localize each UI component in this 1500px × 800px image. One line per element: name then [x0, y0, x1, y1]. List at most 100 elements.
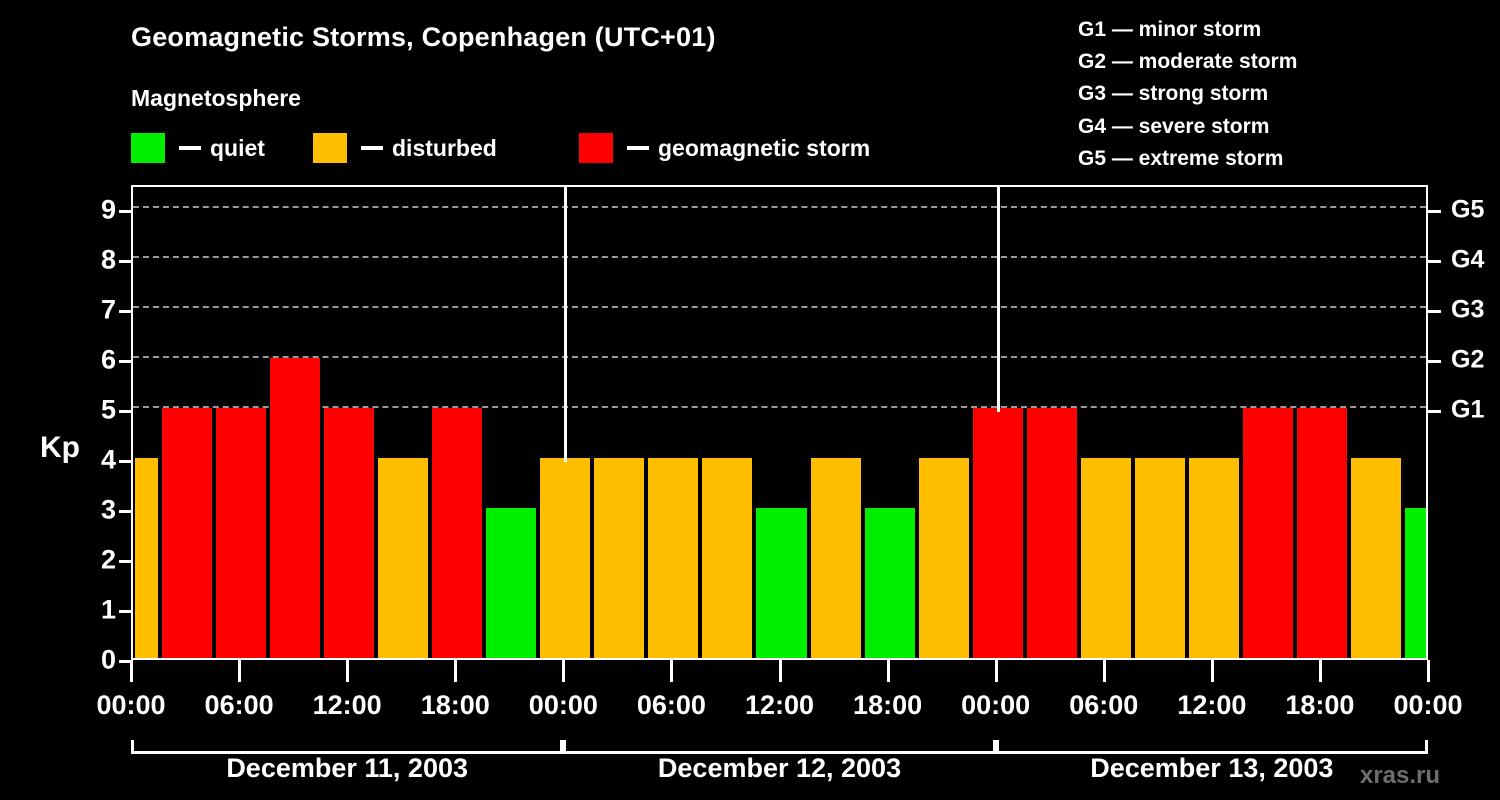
- legend-label-disturbed: disturbed: [392, 134, 497, 161]
- right-tick-label-G5: G5: [1451, 195, 1485, 224]
- g-scale-line-3: G3 — strong storm: [1078, 82, 1269, 106]
- bar-kp-13: [810, 458, 861, 658]
- x-tick-0: [130, 660, 133, 682]
- legend-dash-icon: [179, 146, 201, 150]
- bar-kp-0: [135, 458, 159, 658]
- y-tick-5: [119, 410, 131, 413]
- y-tick-label-2: 2: [100, 544, 116, 575]
- bar-kp-20: [1188, 458, 1239, 658]
- bar-kp-5: [378, 458, 429, 658]
- bar-kp-19: [1134, 458, 1185, 658]
- y-tick-label-3: 3: [100, 494, 116, 525]
- bar-kp-23: [1350, 458, 1401, 658]
- legend-swatch-disturbed: [313, 133, 347, 163]
- x-tick-7: [886, 660, 890, 682]
- y-tick-2: [119, 560, 131, 563]
- bar-kp-17: [1026, 408, 1077, 658]
- watermark: xras.ru: [1359, 762, 1441, 789]
- x-tick-label-4: 00:00: [528, 690, 598, 720]
- legend-label-quiet: quiet: [210, 134, 265, 161]
- x-tick-label-10: 12:00: [1177, 690, 1247, 720]
- y-tick-label-5: 5: [100, 394, 116, 425]
- legend-item-quiet: quiet: [131, 133, 265, 163]
- y-tick-label-0: 0: [100, 644, 116, 675]
- g-scale-line-1: G1 — minor storm: [1078, 18, 1262, 41]
- right-tick-label-G1: G1: [1451, 395, 1485, 424]
- right-tick-label-G3: G3: [1451, 295, 1485, 324]
- page-title: Geomagnetic Storms, Copenhagen (UTC+01): [131, 22, 716, 52]
- bar-kp-22: [1296, 408, 1347, 658]
- right-tick-G3: [1428, 310, 1441, 313]
- g-scale-legend: G1 — minor storm G2 — moderate storm G3 — …: [1078, 14, 1297, 175]
- x-tick-label-2: 12:00: [312, 690, 382, 720]
- y-tick-1: [119, 610, 131, 613]
- legend-swatch-storm: [579, 133, 613, 163]
- x-tick-label-0: 00:00: [96, 690, 166, 720]
- bar-kp-12: [756, 508, 807, 658]
- bar-kp-3: [270, 358, 321, 658]
- gridline-kp-7: [133, 306, 1426, 308]
- gridline-kp-8: [133, 256, 1426, 258]
- x-tick-1: [238, 660, 242, 682]
- x-tick-12: [1427, 660, 1430, 682]
- legend-dash-icon: [361, 146, 383, 150]
- y-axis-title: Kp: [40, 431, 80, 464]
- x-tick-3: [454, 660, 458, 682]
- right-tick-G4: [1428, 260, 1441, 263]
- bar-kp-7: [486, 508, 537, 658]
- x-tick-label-12: 00:00: [1393, 690, 1463, 720]
- legend: quiet disturbed geomagnetic storm: [131, 133, 1031, 163]
- y-tick-label-9: 9: [100, 194, 116, 225]
- day-bracket-1: [131, 740, 564, 754]
- x-tick-11: [1318, 660, 1322, 682]
- day-label-3: December 13, 2003: [1090, 753, 1334, 783]
- gridline-kp-6: [133, 356, 1426, 358]
- x-tick-label-7: 18:00: [853, 690, 923, 720]
- bar-kp-9: [594, 458, 645, 658]
- x-tick-9: [1102, 660, 1106, 682]
- y-tick-0: [119, 660, 131, 663]
- bar-kp-16: [972, 408, 1023, 658]
- x-tick-4: [562, 660, 566, 682]
- gridline-kp-5: [133, 406, 1426, 408]
- y-tick-4: [119, 460, 131, 463]
- g-scale-line-2: G2 — moderate storm: [1078, 50, 1298, 74]
- x-tick-label-1: 06:00: [204, 690, 274, 720]
- bar-kp-11: [702, 458, 753, 658]
- x-tick-10: [1210, 660, 1214, 682]
- bar-kp-18: [1080, 458, 1131, 658]
- day-separator-2: [996, 187, 1000, 412]
- y-tick-3: [119, 510, 131, 513]
- bar-kp-10: [648, 458, 699, 658]
- y-tick-9: [119, 210, 131, 213]
- g-scale-line-4: G4 — severe storm: [1078, 114, 1270, 138]
- subtitle-magnetosphere: Magnetosphere: [131, 85, 301, 111]
- y-tick-6: [119, 360, 131, 363]
- y-tick-label-7: 7: [100, 294, 116, 325]
- bar-series: [133, 187, 1426, 658]
- x-tick-8: [994, 660, 998, 682]
- bar-kp-8: [540, 458, 591, 658]
- y-tick-label-6: 6: [100, 344, 116, 375]
- y-tick-label-1: 1: [100, 594, 116, 625]
- legend-item-storm: geomagnetic storm: [579, 133, 870, 163]
- x-tick-label-6: 12:00: [744, 690, 815, 720]
- x-tick-label-8: 00:00: [961, 690, 1031, 720]
- right-tick-label-G2: G2: [1451, 345, 1485, 374]
- day-bracket-3: [995, 740, 1428, 754]
- bar-kp-6: [432, 408, 483, 658]
- bar-kp-2: [216, 408, 267, 658]
- bar-kp-21: [1242, 408, 1293, 658]
- x-tick-6: [778, 660, 782, 682]
- chart-plot-inner: [133, 187, 1426, 658]
- bar-kp-24: [1404, 508, 1426, 658]
- x-tick-label-3: 18:00: [420, 690, 490, 720]
- right-tick-G1: [1428, 410, 1441, 413]
- x-tick-label-11: 18:00: [1285, 690, 1355, 720]
- x-tick-5: [670, 660, 674, 682]
- day-label-2: December 12, 2003: [657, 753, 902, 783]
- legend-dash-icon: [627, 146, 649, 150]
- x-tick-label-5: 06:00: [636, 690, 706, 720]
- day-separator-1: [564, 187, 568, 462]
- legend-swatch-quiet: [131, 133, 165, 163]
